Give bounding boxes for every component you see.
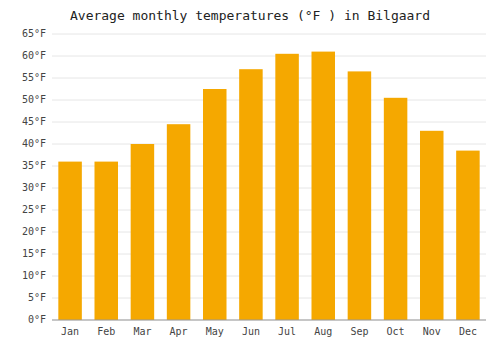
title: Average monthly temperatures (°F ) in Bi…	[70, 8, 430, 23]
bar	[167, 124, 191, 320]
grid-line	[52, 78, 486, 79]
bar	[203, 89, 227, 320]
x-tick-label: Dec	[459, 326, 477, 337]
y-tick-label: 35°F	[22, 160, 46, 171]
y-tick-label: 50°F	[22, 94, 46, 105]
y-tick-label: 45°F	[22, 116, 46, 127]
x-tick-label: Jan	[61, 326, 79, 337]
x-tick-label: Nov	[423, 326, 441, 337]
chart-container: 0°F 5°F 10°F 15°F 20°F 25°F 30°F 35°F 40°F 45°F 50…	[0, 0, 500, 350]
y-axis: 0°F 5°F 10°F 15°F 20°F 25°F 30°F 35°F 40°F 45°F 50…	[22, 28, 46, 325]
y-tick-label: 25°F	[22, 204, 46, 215]
bar	[348, 71, 372, 320]
y-tick-label: 5°F	[28, 292, 46, 303]
x-tick-label: May	[206, 326, 224, 337]
y-tick-label: 40°F	[22, 138, 46, 149]
x-tick-label: Jul	[278, 326, 296, 337]
bar	[94, 162, 118, 320]
x-axis-line	[52, 320, 486, 321]
y-tick-label: 55°F	[22, 72, 46, 83]
grid	[52, 34, 486, 320]
y-tick-label: 0°F	[28, 314, 46, 325]
x-tick-label: Jun	[242, 326, 260, 337]
x-tick-label: Mar	[133, 326, 151, 337]
bar	[456, 151, 480, 320]
bars	[58, 52, 479, 320]
y-tick-label: 30°F	[22, 182, 46, 193]
x-axis: Jan Feb Mar Apr May Jun Jul Aug Sep Oct Nov Dec	[52, 320, 486, 337]
x-tick-label: Oct	[387, 326, 405, 337]
bar	[58, 162, 82, 320]
grid-line	[52, 34, 486, 35]
bar	[131, 144, 155, 320]
y-tick-label: 15°F	[22, 248, 46, 259]
bar	[239, 69, 263, 320]
grid-line	[52, 56, 486, 57]
grid-line	[52, 100, 486, 101]
grid-line	[52, 122, 486, 123]
bar	[384, 98, 408, 320]
y-tick-label: 10°F	[22, 270, 46, 281]
bar	[311, 52, 335, 320]
bar	[275, 54, 299, 320]
x-tick-label: Apr	[170, 326, 188, 337]
x-tick-label: Sep	[350, 326, 368, 337]
y-tick-label: 65°F	[22, 28, 46, 39]
y-tick-label: 60°F	[22, 50, 46, 61]
x-tick-label: Feb	[97, 326, 115, 337]
bar	[420, 131, 444, 320]
x-tick-label: Aug	[314, 326, 332, 337]
chart-svg: 0°F 5°F 10°F 15°F 20°F 25°F 30°F 35°F 40°F 45°F 50…	[0, 0, 500, 350]
y-tick-label: 20°F	[22, 226, 46, 237]
grid-line	[52, 320, 486, 321]
